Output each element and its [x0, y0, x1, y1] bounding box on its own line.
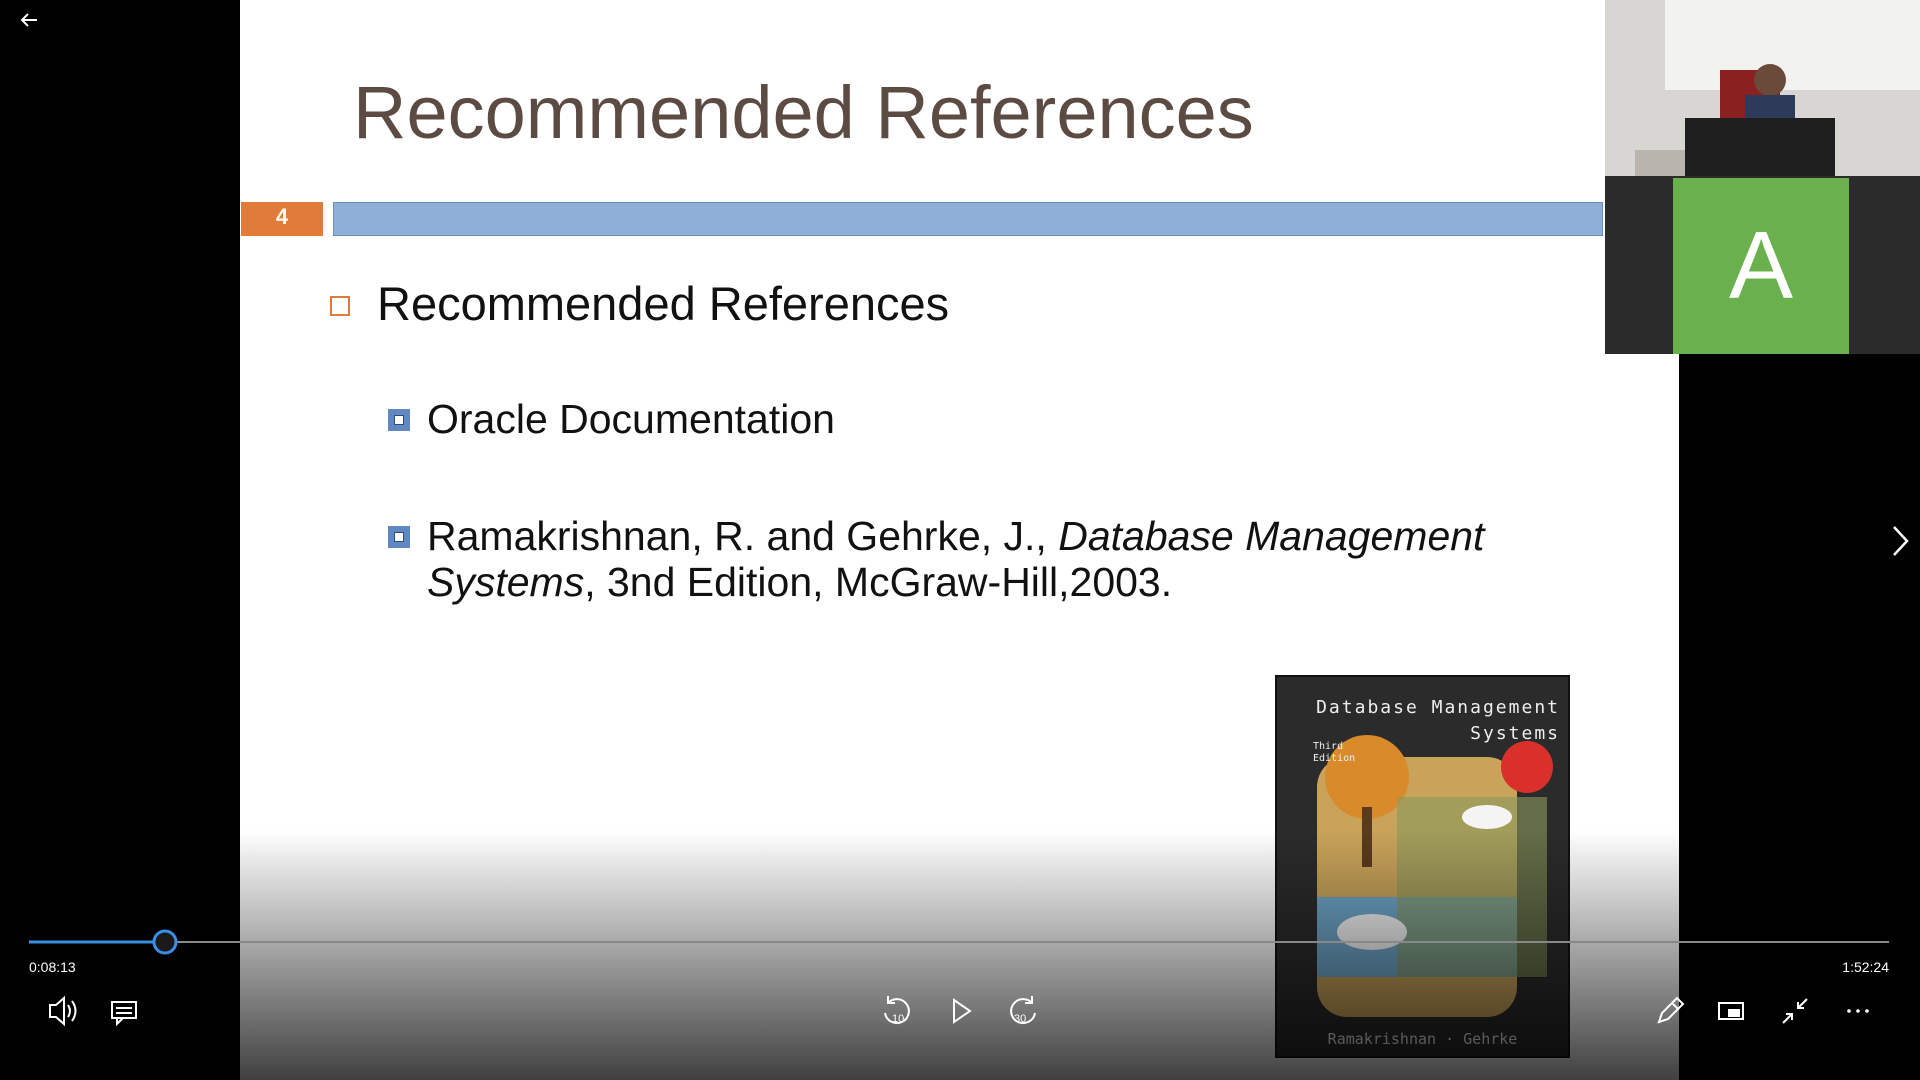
back-button[interactable] — [20, 13, 37, 27]
total-time: 1:52:24 — [1842, 959, 1889, 975]
svg-text:30: 30 — [1014, 1013, 1026, 1025]
sub-bullet-text: , 3nd Edition, McGraw-Hill,2003. — [584, 559, 1173, 605]
more-button[interactable] — [1847, 1009, 1869, 1013]
controls-gradient — [0, 830, 1920, 1080]
play-button[interactable] — [953, 998, 972, 1024]
webcam-scene — [1635, 0, 1920, 176]
slide-title: Recommended References — [353, 71, 1254, 154]
cover-title-line: Database Management — [1316, 697, 1560, 718]
slide-number: 4 — [241, 202, 323, 236]
rewind-button[interactable]: 10 — [884, 996, 910, 1025]
header-bar — [333, 202, 1603, 236]
cover-title: Database Management Systems — [1316, 695, 1560, 747]
sub-bullet-icon — [388, 409, 410, 431]
cover-edition-line: Third — [1313, 741, 1344, 752]
volume-button[interactable] — [49, 995, 77, 1027]
bullet-icon — [330, 296, 350, 316]
sub-bullet: Oracle Documentation — [427, 396, 1537, 442]
webcam-video — [1605, 0, 1920, 176]
captions-button[interactable] — [111, 1001, 137, 1027]
mini-view-button[interactable] — [1718, 1002, 1744, 1020]
forward-button[interactable]: 30 — [1010, 996, 1036, 1025]
cover-edition-line: Edition — [1313, 753, 1356, 764]
pen-button[interactable] — [1657, 996, 1685, 1024]
cover-edition: Third Edition — [1313, 741, 1355, 765]
sub-bullet: Ramakrishnan, R. and Gehrke, J., Databas… — [427, 513, 1537, 605]
elapsed-time: 0:08:13 — [29, 959, 76, 975]
sub-bullet-text: Database Management Systems — [427, 513, 1485, 605]
exit-fullscreen-button[interactable] — [1782, 998, 1808, 1024]
sub-bullet-text: Oracle Documentation — [427, 396, 835, 442]
cover-title-line: Systems — [1470, 723, 1560, 744]
bullet: Recommended References — [377, 277, 950, 330]
sub-bullet-icon — [388, 526, 410, 548]
progress-thumb[interactable] — [152, 929, 178, 955]
participant-avatar: A — [1673, 178, 1849, 354]
svg-text:10: 10 — [892, 1013, 904, 1025]
next-button[interactable] — [1893, 526, 1909, 556]
sub-bullet-text: Ramakrishnan, R. and Gehrke, J., — [427, 513, 1059, 559]
